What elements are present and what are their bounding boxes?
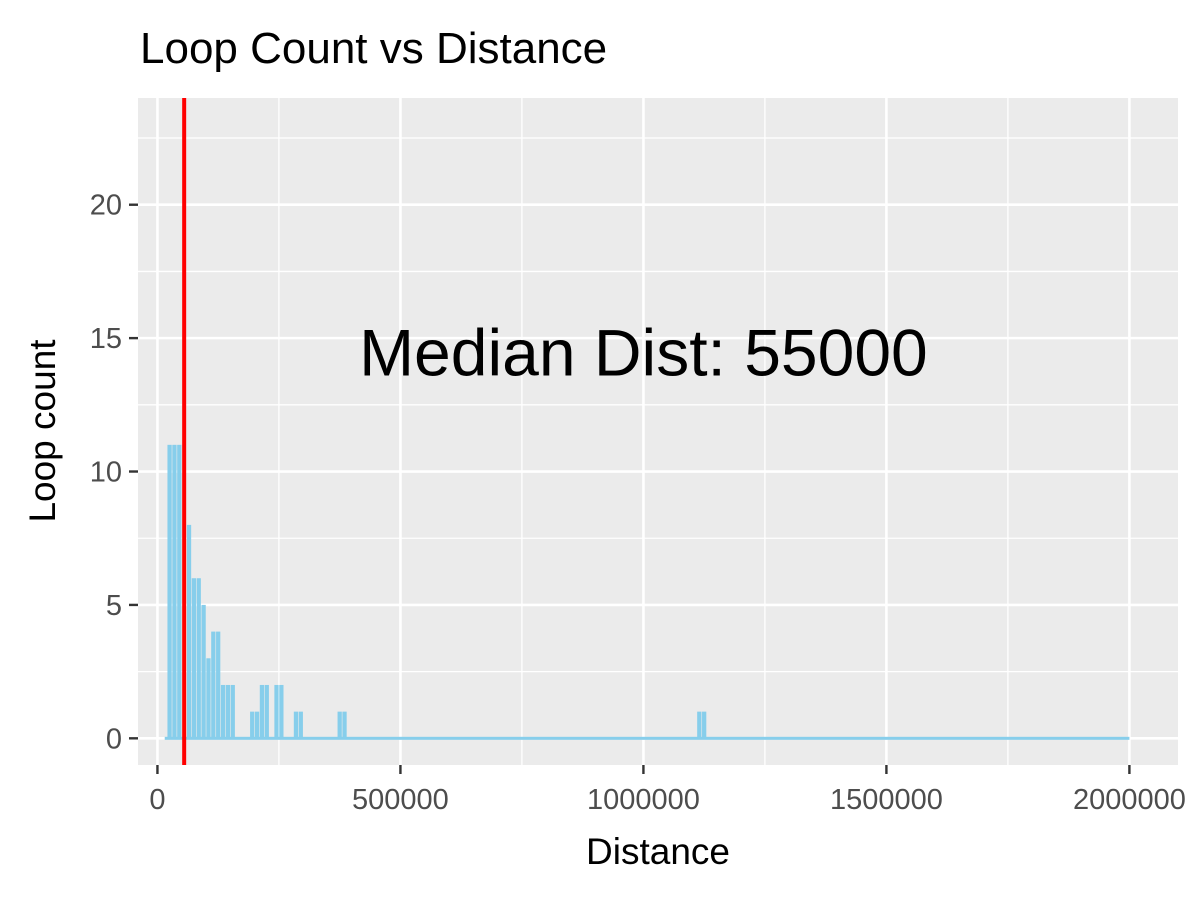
y-axis: 0 5 10 15 20 — [90, 190, 138, 755]
y-tick-label: 10 — [90, 457, 122, 489]
chart-title: Loop Count vs Distance — [140, 24, 607, 73]
histogram-bar — [250, 711, 255, 739]
histogram-bar — [293, 711, 299, 739]
x-tick-label: 2000000 — [1073, 784, 1186, 816]
x-tick-label: 1000000 — [587, 784, 700, 816]
histogram-bar — [254, 711, 260, 739]
x-tick-label: 500000 — [352, 784, 449, 816]
histogram-bar — [216, 631, 221, 739]
major-gridlines — [138, 98, 1178, 765]
x-axis: 0 500000 1000000 1500000 2000000 — [149, 765, 1186, 816]
plot-panel — [138, 98, 1178, 765]
histogram-bar — [172, 444, 177, 739]
median-annotation: Median Dist: 55000 — [359, 315, 928, 389]
histogram-baseline — [164, 736, 1130, 740]
histogram-bar — [702, 711, 707, 739]
histogram-bar — [342, 711, 347, 739]
histogram-bar — [186, 524, 192, 739]
y-tick-label: 20 — [90, 190, 122, 222]
histogram-bar — [206, 658, 211, 739]
histogram-bar — [225, 684, 231, 739]
x-tick-label: 1500000 — [830, 784, 943, 816]
histogram-bar — [274, 684, 279, 739]
histogram-bar — [337, 711, 342, 739]
histogram-bar — [211, 631, 216, 739]
histogram-bar — [697, 711, 702, 739]
y-tick-label: 15 — [90, 323, 122, 355]
x-tick-label: 0 — [149, 784, 165, 816]
histogram-bar — [191, 578, 197, 739]
histogram-bar — [264, 684, 269, 739]
histogram-bar — [298, 711, 303, 739]
histogram-bar — [201, 604, 206, 739]
y-tick-label: 5 — [106, 590, 122, 622]
y-tick-label: 0 — [106, 723, 122, 755]
histogram-bar — [167, 444, 172, 739]
histogram-bar — [230, 684, 235, 739]
histogram-bar — [220, 684, 226, 739]
histogram-bar — [259, 684, 265, 739]
y-axis-title: Loop count — [22, 339, 63, 523]
x-axis-title: Distance — [586, 831, 730, 872]
histogram-bar — [196, 578, 201, 739]
minor-gridlines — [138, 98, 1178, 765]
histogram-bar — [177, 444, 182, 739]
histogram-bar — [279, 684, 284, 739]
histogram-bars — [164, 444, 1130, 740]
